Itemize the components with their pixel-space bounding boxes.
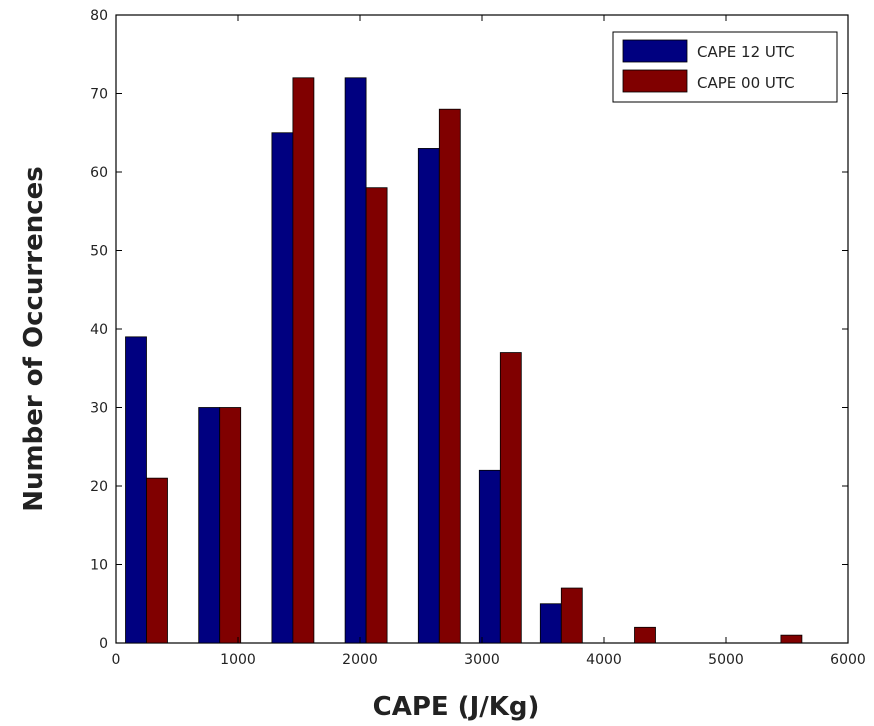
legend-swatch-cape-12-utc [622,39,688,63]
legend-swatch-cape-00-utc [622,69,688,93]
y-tick-label: 30 [90,401,108,417]
bar-cape-12-utc-2650 [417,148,440,644]
x-ticks: 0 1000 2000 3000 4000 5000 6000 [112,15,866,668]
bar-cape-00-utc-3650 [560,587,583,644]
bar-cape-00-utc-4250 [634,626,656,644]
y-tick-label: 10 [90,558,108,574]
x-axis-title: CAPE (J/Kg) [373,692,540,722]
y-tick-label: 40 [90,322,108,338]
bar-cape-00-utc-850 [219,407,242,644]
y-ticks: 0 10 20 30 40 50 60 70 80 [90,8,848,652]
bar-cape-12-utc-2050 [344,77,367,644]
legend-label-cape-00-utc: CAPE 00 UTC [697,74,795,92]
y-tick-label: 20 [90,479,108,495]
x-tick-label: 5000 [708,652,744,668]
bar-cape-12-utc-850 [198,407,221,644]
bar-cape-00-utc-5450 [780,634,803,644]
y-tick-label: 70 [90,87,108,103]
bar-cape-12-utc-250 [125,336,147,644]
x-tick-label: 0 [112,652,121,668]
x-tick-label: 4000 [586,652,622,668]
x-tick-label: 2000 [342,652,378,668]
x-tick-label: 3000 [464,652,500,668]
bar-cape-00-utc-1450 [292,77,315,644]
bar-cape-00-utc-3150 [499,352,522,644]
bar-cape-12-utc-3150 [478,469,501,644]
legend-label-cape-12-utc: CAPE 12 UTC [697,43,795,61]
bars [125,77,803,644]
y-tick-label: 0 [99,636,108,652]
x-tick-label: 6000 [830,652,866,668]
bar-cape-12-utc-1450 [271,132,294,644]
x-tick-label: 1000 [220,652,256,668]
bar-cape-00-utc-2650 [438,108,461,644]
y-tick-label: 60 [90,165,108,181]
y-axis-title: Number of Occurrences [19,166,49,511]
bar-cape-00-utc-250 [146,477,168,644]
bar-cape-12-utc-3650 [539,603,562,644]
bar-cape-00-utc-2050 [365,187,388,644]
y-tick-label: 50 [90,244,108,260]
y-tick-label: 80 [90,8,108,24]
legend: CAPE 12 UTC CAPE 00 UTC [612,31,838,103]
